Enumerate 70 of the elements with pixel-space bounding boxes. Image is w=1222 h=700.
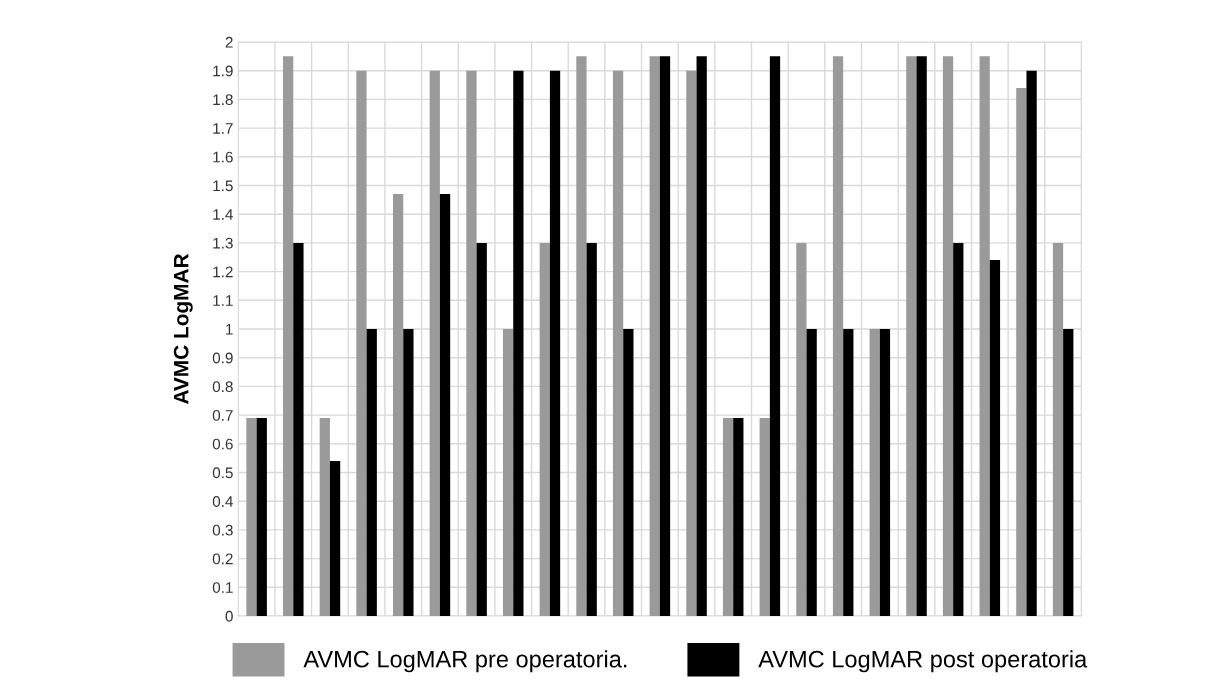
bar bbox=[356, 70, 367, 616]
bar bbox=[906, 56, 917, 616]
bar bbox=[283, 56, 294, 616]
bar bbox=[916, 56, 927, 616]
bar bbox=[246, 417, 257, 616]
bar bbox=[319, 417, 330, 616]
y-tick-label: 1 bbox=[226, 324, 233, 335]
bar bbox=[466, 70, 477, 616]
bar bbox=[576, 56, 587, 616]
bar bbox=[869, 329, 880, 616]
y-tick-label: 0.8 bbox=[212, 381, 233, 393]
y-tick-label: 1.2 bbox=[213, 266, 233, 278]
bar bbox=[942, 56, 954, 616]
bar bbox=[256, 417, 267, 616]
bar bbox=[439, 194, 451, 616]
bar bbox=[649, 56, 660, 616]
bar bbox=[1063, 329, 1074, 616]
y-tick-label: 1.6 bbox=[213, 151, 233, 163]
bar bbox=[722, 417, 734, 616]
y-tick-label: 1.4 bbox=[213, 209, 233, 220]
bar bbox=[686, 70, 697, 616]
y-tick-label: 1.5 bbox=[213, 180, 233, 192]
y-tick-label: 1.7 bbox=[213, 123, 233, 134]
bar bbox=[696, 56, 707, 616]
bar bbox=[293, 242, 304, 616]
bar bbox=[539, 242, 550, 616]
bar bbox=[1052, 242, 1064, 616]
bar bbox=[659, 56, 671, 616]
y-tick-label: 0.4 bbox=[212, 496, 233, 507]
y-tick-label: 0 bbox=[225, 610, 233, 622]
bar bbox=[843, 329, 854, 616]
bar bbox=[832, 56, 844, 616]
y-tick-label: 0.1 bbox=[212, 582, 233, 593]
bar bbox=[806, 329, 817, 616]
bar bbox=[476, 242, 487, 616]
legend-label: AVMC LogMAR post operatoria bbox=[758, 650, 1088, 673]
bar bbox=[586, 242, 597, 616]
y-tick-label: 1.1 bbox=[213, 295, 233, 306]
y-tick-label: 1.8 bbox=[213, 94, 233, 106]
bar bbox=[979, 56, 990, 616]
bar bbox=[1016, 87, 1027, 616]
bar bbox=[403, 329, 414, 616]
bar bbox=[513, 70, 524, 616]
y-tick-label: 1.3 bbox=[213, 237, 233, 249]
y-tick-label: 0.6 bbox=[212, 438, 233, 450]
bar bbox=[769, 56, 781, 616]
bar bbox=[612, 70, 624, 616]
y-tick-label: 0.2 bbox=[212, 553, 233, 565]
legend-label: AVMC LogMAR pre operatoria. bbox=[303, 650, 627, 673]
y-tick-label: 2 bbox=[225, 36, 233, 48]
bar bbox=[759, 417, 770, 616]
bar bbox=[953, 242, 964, 616]
y-tick-label: 0.9 bbox=[212, 352, 233, 364]
bar bbox=[879, 329, 891, 616]
y-tick-label: 0.7 bbox=[212, 409, 233, 421]
bar bbox=[393, 194, 404, 616]
bar bbox=[623, 329, 634, 616]
bar bbox=[1026, 70, 1037, 616]
y-tick-label: 0.3 bbox=[212, 524, 233, 536]
bar bbox=[329, 461, 341, 616]
bar bbox=[733, 417, 744, 616]
bar bbox=[366, 329, 377, 616]
bar bbox=[502, 329, 514, 616]
bar bbox=[989, 260, 1001, 616]
bar bbox=[429, 70, 440, 616]
bar bbox=[796, 242, 807, 616]
y-tick-label: 0.5 bbox=[212, 467, 233, 479]
y-axis-title: AVMC LogMAR bbox=[173, 253, 193, 405]
y-tick-label: 1.9 bbox=[213, 65, 233, 77]
bar bbox=[549, 70, 561, 616]
